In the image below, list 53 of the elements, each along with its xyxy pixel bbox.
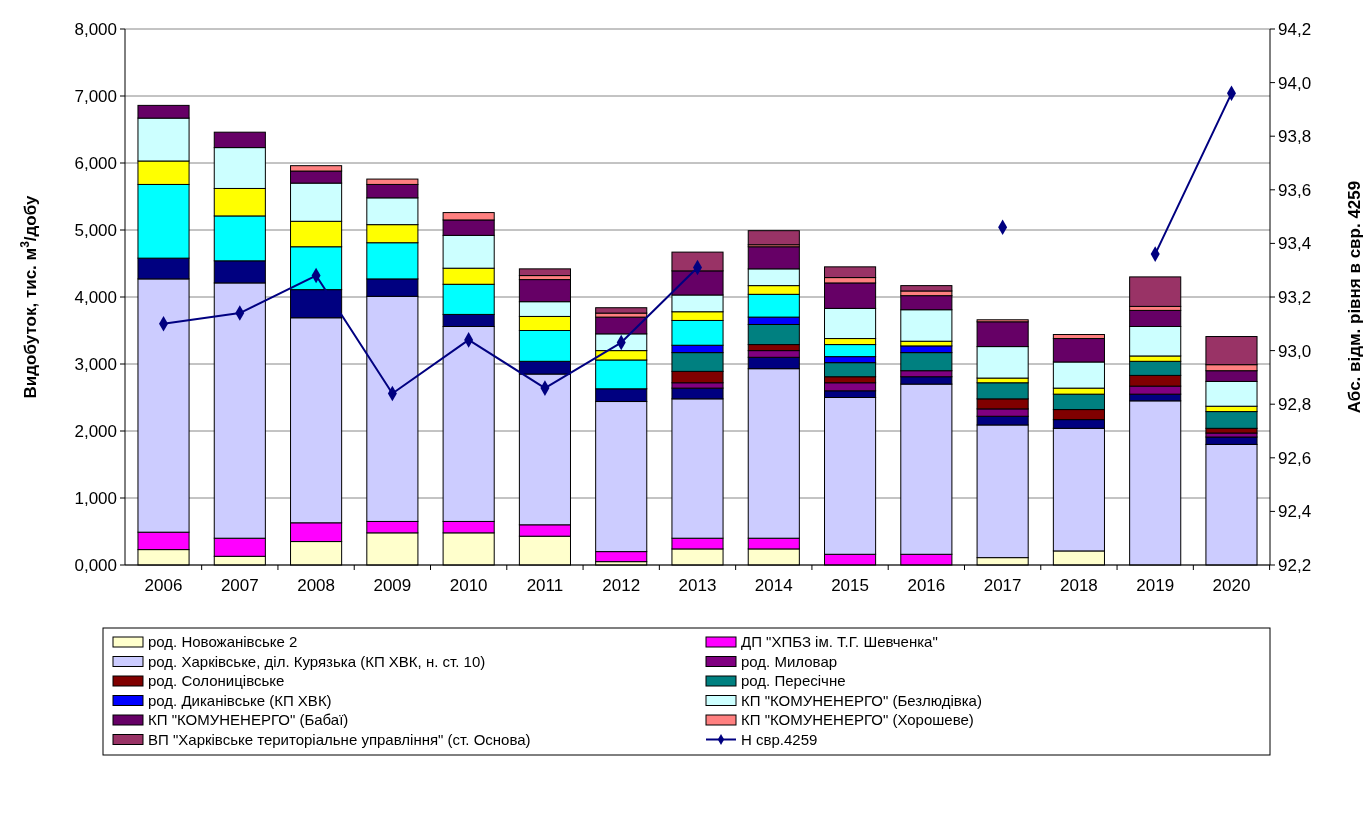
y-tick-label: 1,000 [74, 488, 117, 508]
x-tick-label: 2018 [1060, 576, 1098, 595]
y2-tick-label: 94,0 [1278, 73, 1312, 93]
x-tick-label: 2012 [602, 576, 641, 595]
y-tick-label: 5,000 [74, 220, 117, 240]
y-tick-label: 4,000 [74, 287, 117, 307]
y2-tick-label: 92,8 [1278, 395, 1312, 415]
x-tick-label: 2013 [678, 576, 717, 595]
legend-label: род. Диканівське (КП ХВК) [148, 691, 332, 709]
legend-label: КП "КОМУНЕНЕРГО" (Безлюдівка) [741, 691, 982, 709]
legend-label: Н свр.4259 [741, 730, 818, 748]
y-tick-label: 0,000 [74, 555, 117, 575]
x-tick-label: 2010 [449, 576, 488, 595]
x-tick-label: 2009 [373, 576, 412, 595]
y2-tick-label: 92,2 [1278, 555, 1312, 575]
bar [518, 268, 571, 277]
y2-tick-label: 93,2 [1278, 287, 1312, 307]
y-tick-label: 2,000 [74, 421, 117, 441]
y2-axis-title: Абс. відм. рівня в свр. 4259 [1345, 180, 1364, 414]
x-tick-label: 2006 [144, 576, 183, 595]
x-tick-label: 2011 [526, 576, 564, 595]
x-tick-label: 2008 [297, 576, 335, 595]
legend-label: ВП "Харківське територіальне управління" (ст. Основа) [148, 730, 531, 748]
x-tick-label: 2014 [754, 576, 793, 595]
bar [747, 230, 800, 246]
x-tick-label: 2017 [983, 576, 1022, 595]
bar [1129, 276, 1182, 307]
bar [595, 307, 648, 314]
legend-label: род. Пересічне [741, 672, 846, 689]
y2-tick-label: 92,6 [1278, 448, 1312, 468]
legend-label: род. Новожанівське 2 [148, 633, 298, 650]
y-tick-label: 6,000 [74, 153, 117, 173]
y2-tick-label: 93,8 [1278, 127, 1312, 147]
y2-tick-label: 93,6 [1278, 180, 1312, 200]
bar [900, 285, 953, 292]
legend-label: род. Солоницівське [148, 672, 285, 689]
y2-tick-label: 93,4 [1278, 234, 1312, 254]
x-tick-label: 2007 [220, 576, 259, 595]
legend-label: род. Миловар [741, 652, 838, 670]
x-tick-label: 2019 [1136, 576, 1175, 595]
legend-label: КП "КОМУНЕНЕРГО" (Хорошеве) [741, 711, 974, 728]
y-tick-label: 3,000 [74, 354, 117, 374]
y-tick-label: 7,000 [74, 86, 117, 106]
x-tick-label: 2016 [907, 576, 946, 595]
y2-tick-label: 93,0 [1278, 341, 1312, 361]
legend-label: род. Харківське, діл. Курязька (КП ХВК, н. ст. 10) [148, 652, 486, 670]
y2-tick-label: 94,2 [1278, 19, 1312, 39]
y2-tick-label: 92,4 [1278, 502, 1312, 522]
y-tick-label: 8,000 [74, 19, 117, 39]
x-tick-label: 2020 [1212, 576, 1251, 595]
legend-label: ДП "ХПБЗ ім. Т.Г. Шевченка" [741, 633, 938, 650]
x-tick-label: 2015 [831, 576, 869, 595]
legend-label: КП "КОМУНЕНЕРГО" (Бабаї) [148, 711, 349, 728]
